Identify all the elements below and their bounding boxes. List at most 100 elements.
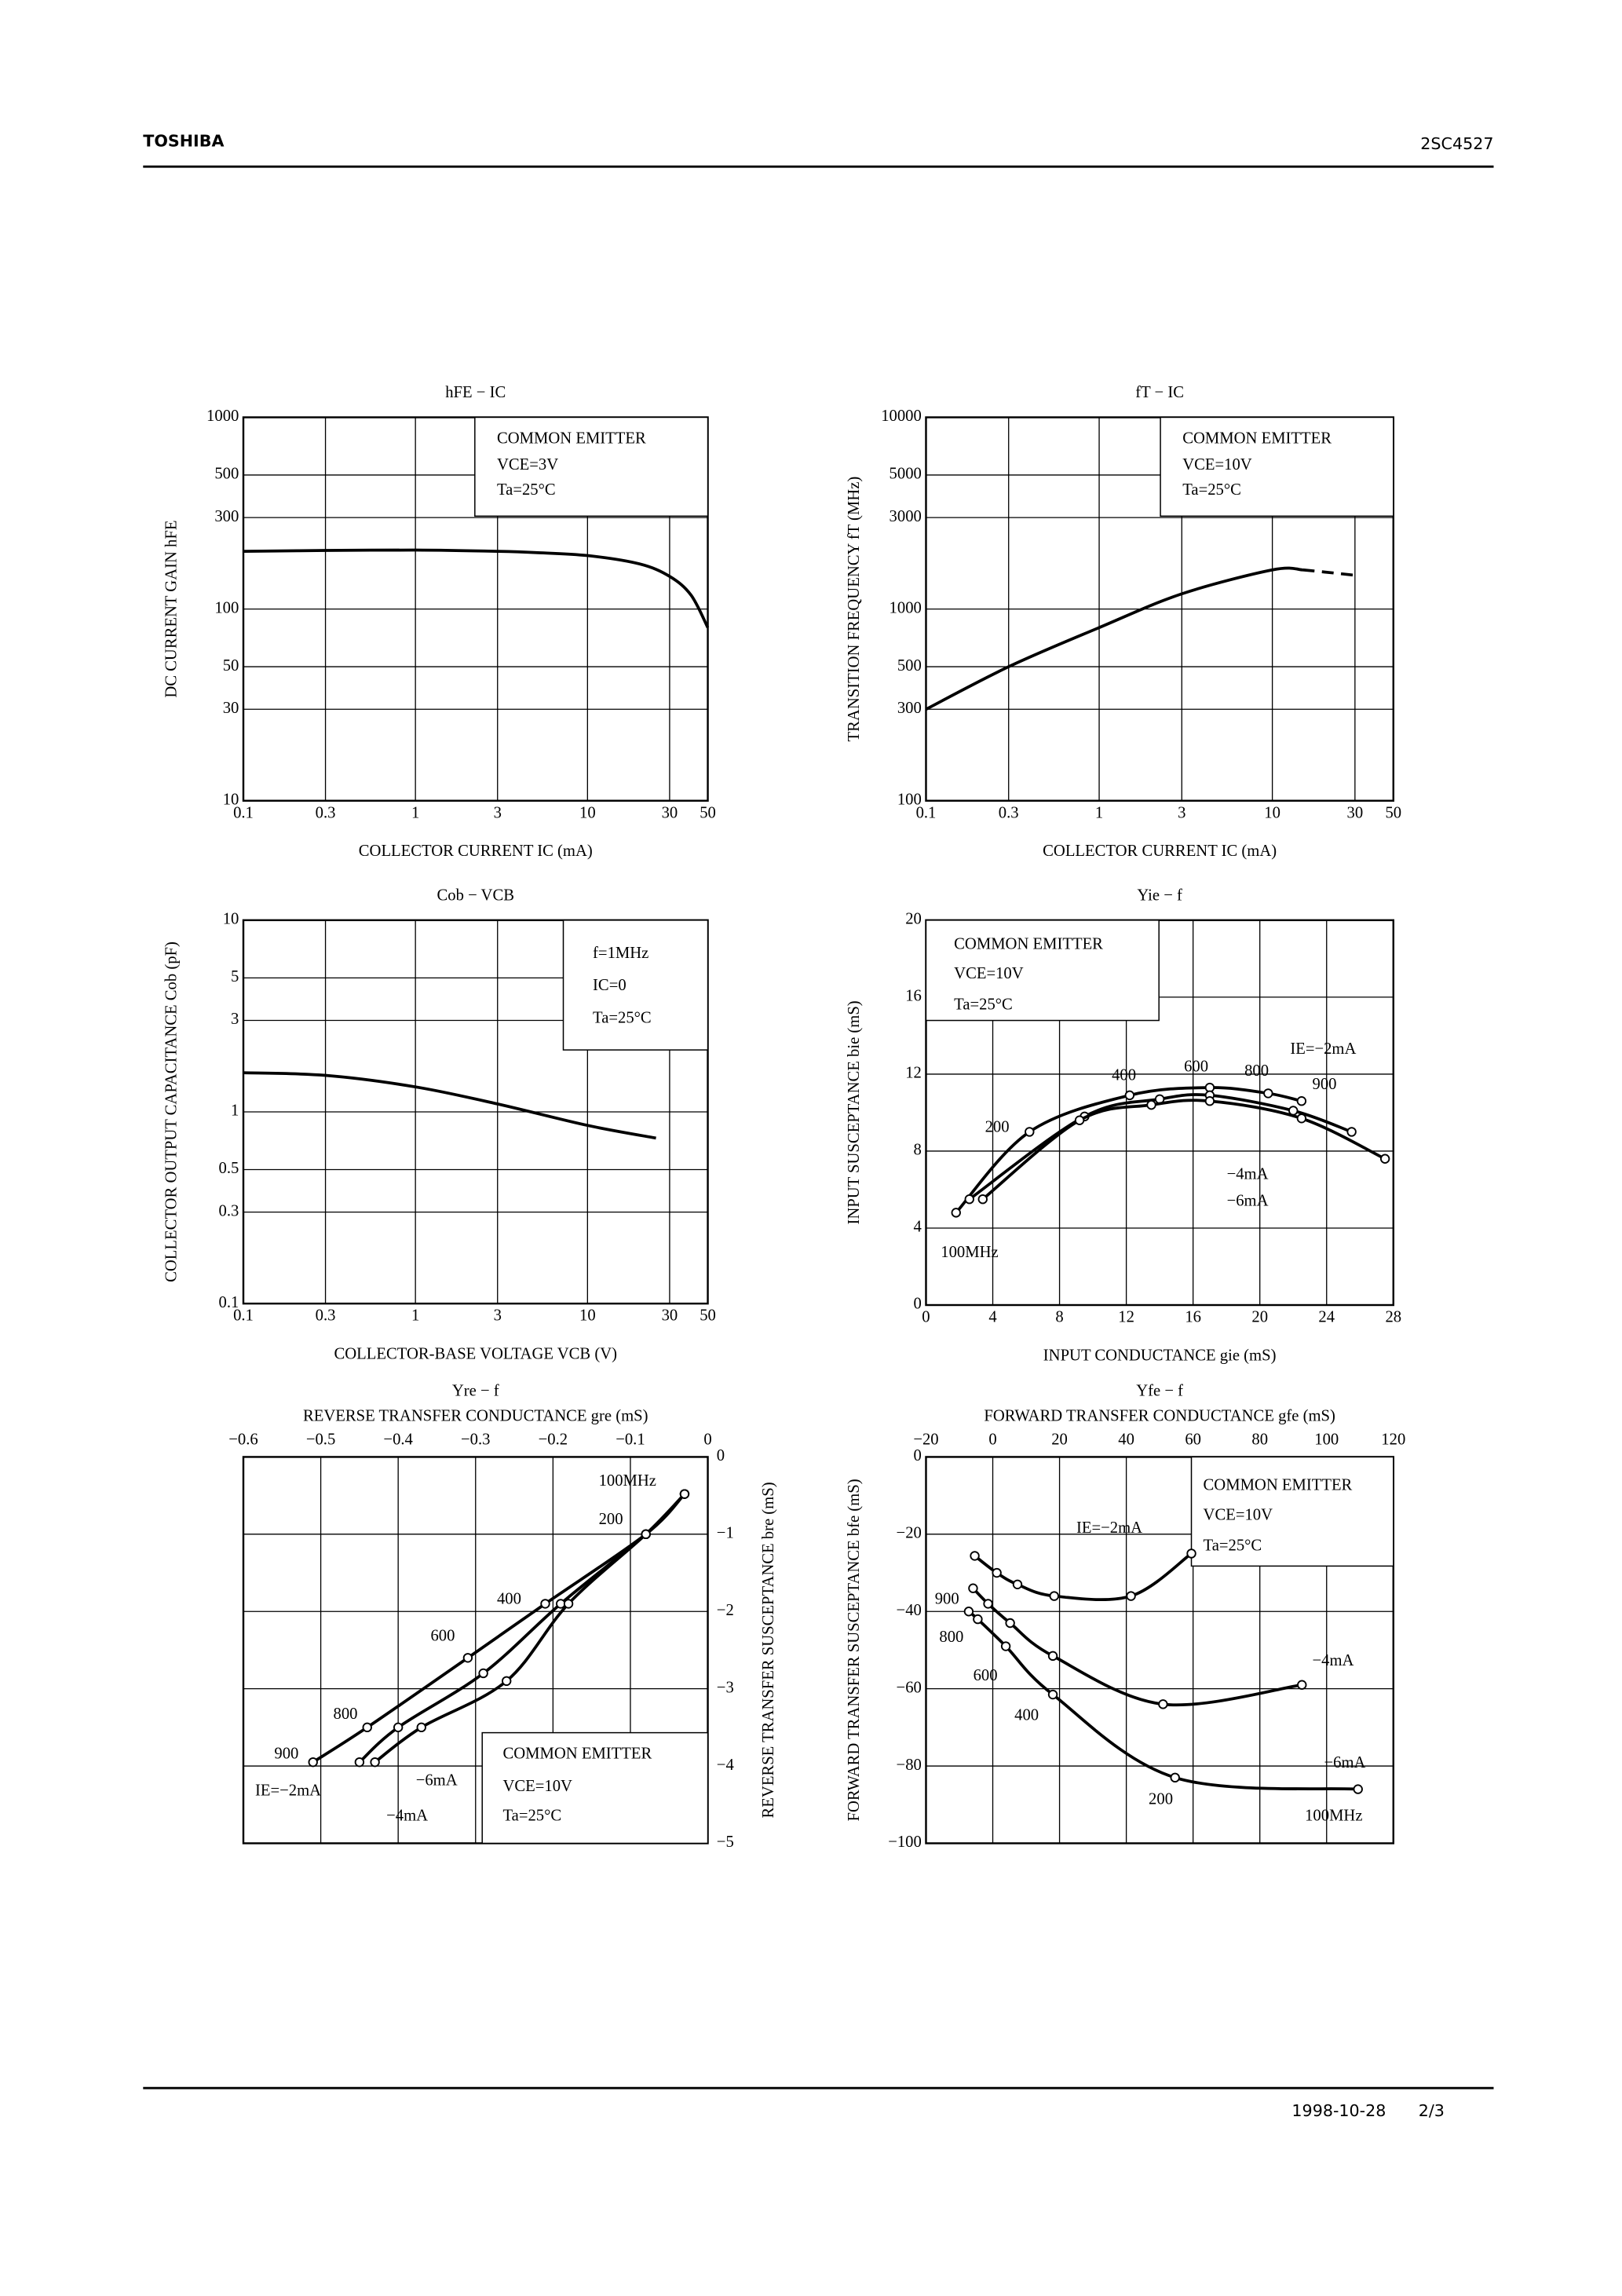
curve-label: IE=−2mA	[255, 1782, 321, 1799]
annotation: 900	[1313, 1076, 1337, 1093]
data-point	[1296, 1096, 1307, 1106]
annotation-box	[1190, 1456, 1394, 1567]
annotation-box	[474, 416, 709, 517]
chart-title: Yfe − f	[1136, 1383, 1183, 1400]
annotation-box	[481, 1731, 709, 1844]
curve-label: −6mA	[1324, 1754, 1366, 1771]
annotation: 400	[497, 1590, 521, 1607]
annotation: 900	[935, 1590, 959, 1607]
x-tick-label: 30	[1347, 804, 1364, 821]
data-point	[1047, 1651, 1058, 1662]
annotation: Ta=25°C	[1182, 481, 1241, 499]
data-point	[679, 1489, 690, 1499]
data-point	[968, 1583, 978, 1593]
data-point	[963, 1607, 974, 1617]
x-tick-label: 10	[579, 1307, 596, 1325]
y-tick-label: −1	[717, 1525, 734, 1542]
y-tick-label: 0.3	[219, 1202, 239, 1219]
data-point	[308, 1757, 318, 1768]
y-tick-label: 4	[914, 1219, 922, 1236]
data-point	[992, 1567, 1002, 1578]
x-tick-label: 0.3	[316, 1307, 336, 1325]
x-tick-label: 10	[579, 804, 596, 821]
data-point	[1379, 1153, 1390, 1164]
annotation: COMMON EMITTER	[1182, 430, 1332, 447]
x-tick-label: 10	[1264, 804, 1280, 821]
x-tick-label: 0	[703, 1431, 711, 1449]
y-tick-label: −60	[897, 1679, 922, 1696]
y-tick-label: −20	[897, 1525, 922, 1542]
chart-title: Yre − f	[452, 1383, 499, 1400]
data-point	[973, 1614, 983, 1625]
y-tick-label: 8	[914, 1142, 922, 1159]
x-tick-label: −20	[913, 1431, 938, 1449]
x-tick-label: 24	[1318, 1309, 1335, 1326]
data-point	[1124, 1090, 1135, 1101]
annotation: 100MHz	[1305, 1807, 1362, 1824]
annotation: 200	[985, 1118, 1010, 1135]
x-tick-label: −0.1	[616, 1431, 645, 1449]
annotation: Ta=25°C	[497, 481, 556, 499]
annotation: VCE=3V	[497, 456, 558, 473]
annotation: 800	[939, 1629, 963, 1646]
annotation: 800	[334, 1706, 358, 1723]
y-tick-label: 1000	[890, 599, 922, 616]
x-axis-label: INPUT CONDUCTANCE gie (mS)	[1043, 1347, 1277, 1364]
x-tick-label: 0.1	[233, 1307, 254, 1325]
curve	[925, 566, 1303, 711]
y-tick-label: 10	[223, 911, 239, 928]
data-point	[1204, 1096, 1215, 1106]
x-tick-label: 50	[1385, 804, 1401, 821]
curve-label: −6mA	[1227, 1192, 1269, 1209]
chart-title: fT − IC	[1135, 384, 1184, 401]
y-tick-label: 30	[223, 700, 239, 717]
data-point	[416, 1722, 426, 1733]
x-tick-label: 50	[700, 804, 716, 821]
y-tick-label: 1	[231, 1102, 239, 1120]
data-point	[462, 1653, 473, 1663]
x-axis-label: COLLECTOR CURRENT IC (mA)	[1043, 843, 1277, 860]
data-point	[983, 1599, 993, 1609]
y-tick-label: 100	[214, 599, 239, 616]
data-point	[977, 1194, 988, 1205]
x-tick-label: 3	[1178, 804, 1185, 821]
y-tick-label: 3000	[890, 508, 922, 525]
x-tick-label: 0	[988, 1431, 996, 1449]
data-point	[1296, 1113, 1307, 1124]
data-point	[393, 1722, 404, 1733]
curve	[243, 1071, 656, 1140]
curve-label: −6mA	[416, 1771, 458, 1789]
data-point	[1297, 1680, 1307, 1690]
annotation: IC=0	[593, 977, 627, 994]
data-point	[354, 1757, 365, 1768]
annotation: COMMON EMITTER	[954, 936, 1103, 953]
data-point	[540, 1599, 550, 1609]
x-tick-label: 40	[1118, 1431, 1134, 1449]
annotation: COMMON EMITTER	[497, 430, 646, 447]
x-axis-label: FORWARD TRANSFER CONDUCTANCE gfe (mS)	[984, 1407, 1335, 1424]
x-tick-label: 1	[411, 804, 419, 821]
annotation: f=1MHz	[593, 945, 648, 962]
y-tick-label: 300	[897, 700, 922, 717]
annotation-box	[1160, 416, 1394, 517]
y-tick-label: 1000	[206, 408, 239, 425]
y-tick-label: 0	[914, 1447, 922, 1464]
x-tick-label: 16	[1185, 1309, 1201, 1326]
annotation: VCE=10V	[1204, 1506, 1273, 1523]
annotation-box	[925, 919, 1160, 1022]
brand: TOSHIBA	[143, 131, 224, 150]
data-point	[563, 1599, 574, 1609]
y-tick-label: −40	[897, 1602, 922, 1619]
annotation: 600	[974, 1667, 998, 1684]
data-point	[478, 1668, 488, 1679]
data-point	[1263, 1088, 1273, 1099]
y-tick-label: −4	[717, 1757, 734, 1774]
data-point	[1170, 1772, 1180, 1783]
data-point	[502, 1676, 512, 1687]
x-axis-label: REVERSE TRANSFER CONDUCTANCE gre (mS)	[303, 1407, 648, 1424]
annotation: 100MHz	[941, 1244, 998, 1261]
data-point	[964, 1194, 974, 1205]
x-tick-label: 1	[1095, 804, 1103, 821]
data-point	[362, 1722, 372, 1733]
